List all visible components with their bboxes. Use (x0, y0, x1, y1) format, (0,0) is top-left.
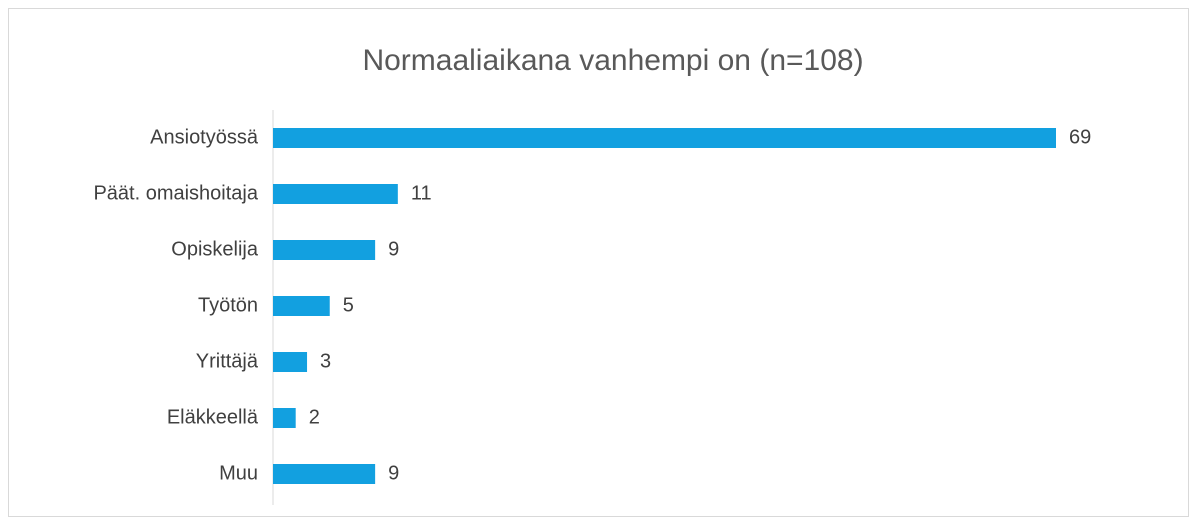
bar (273, 128, 1056, 148)
category-label: Ansiotyössä (150, 126, 259, 148)
category-label: Yrittäjä (196, 350, 259, 372)
category-label: Opiskelija (171, 238, 259, 260)
value-label: 69 (1069, 126, 1091, 148)
category-label: Eläkkeellä (167, 406, 259, 428)
chart-frame (8, 8, 1189, 517)
bar (273, 184, 398, 204)
value-label: 9 (388, 238, 399, 260)
chart-title: Normaaliaikana vanhempi on (n=108) (362, 44, 863, 77)
category-label: Päät. omaishoitaja (93, 182, 258, 204)
bar (273, 408, 296, 428)
bar (273, 296, 330, 316)
value-label: 2 (309, 406, 320, 428)
value-label: 5 (343, 294, 354, 316)
bar (273, 240, 376, 260)
category-label: Muu (219, 462, 258, 484)
value-label: 9 (388, 462, 399, 484)
category-label: Työtön (198, 294, 258, 316)
bar (273, 464, 376, 484)
value-label: 11 (411, 182, 432, 204)
value-label: 3 (320, 350, 331, 372)
bar (273, 352, 308, 372)
